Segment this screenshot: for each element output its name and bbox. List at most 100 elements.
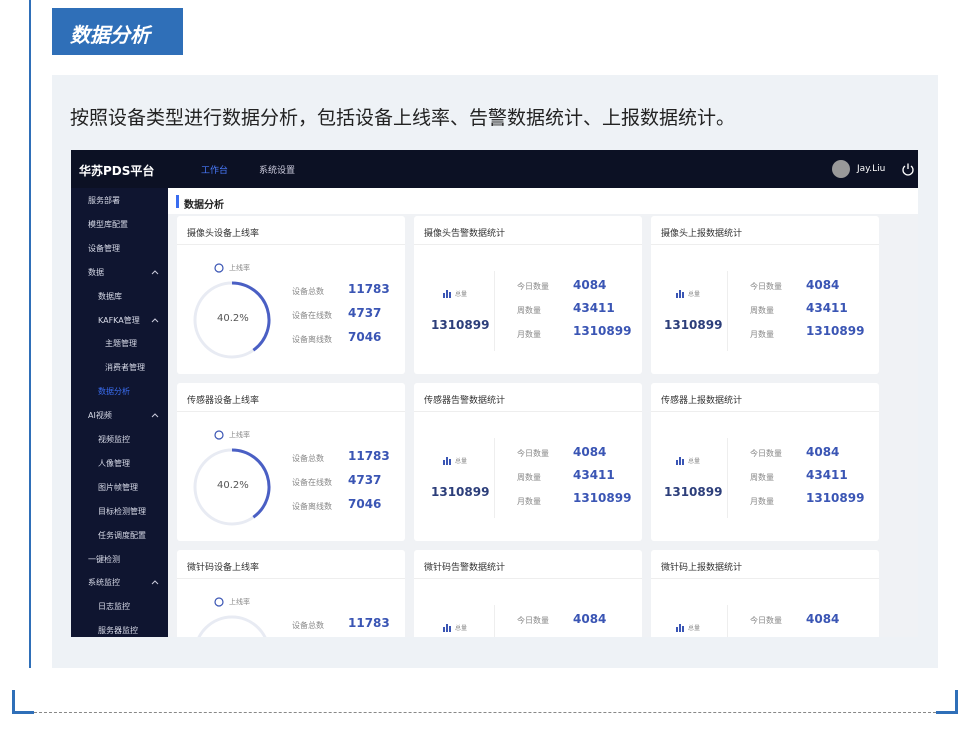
stat-label: 今日数量 [517, 616, 549, 625]
card-divider [651, 578, 879, 579]
menu-item[interactable]: 数据库 [98, 291, 122, 301]
total-value: 1310899 [431, 485, 490, 499]
card-title: 传感器告警数据统计 [424, 396, 506, 406]
stat-label: 今日数量 [750, 616, 782, 625]
total-label: 总量 [455, 625, 468, 632]
card: 微针码上报数据统计 总量 今日数量 4084 [651, 550, 879, 637]
stat-value: 4084 [806, 445, 840, 459]
chevron [151, 317, 159, 322]
bar-icon [443, 624, 451, 632]
title-accent [176, 195, 179, 208]
stat-value: 11783 [348, 616, 390, 630]
menu-item[interactable]: 模型库配置 [88, 219, 128, 229]
menu-item[interactable]: KAFKA管理 [98, 315, 140, 325]
menu-item[interactable]: 图片帧管理 [98, 482, 138, 492]
stat-value: 1310899 [573, 324, 632, 338]
stat-label: 月数量 [750, 330, 774, 339]
bar-icon [443, 457, 451, 465]
stat-value: 1310899 [806, 324, 865, 338]
stat-label: 周数量 [750, 306, 774, 315]
card: 摄像头上报数据统计 总量 1310899 今日数量 4084 周数量 43411 月数量 131… [651, 216, 879, 374]
nav-item[interactable]: 工作台 [201, 166, 229, 176]
card: 微针码设备上线率上线率设备总数 11783 [177, 550, 405, 637]
description: 按照设备类型进行数据分析，包括设备上线率、告警数据统计、上报数据统计。 [70, 107, 736, 129]
stat-value: 4084 [573, 445, 607, 459]
bar-icon [443, 290, 451, 298]
title-box: 数据分析 [52, 8, 183, 55]
stat-value: 43411 [573, 468, 615, 482]
gauge-arc [231, 281, 271, 352]
menu-item[interactable]: 视频监控 [98, 435, 130, 444]
total-label: 总量 [688, 291, 701, 298]
card-title: 微针码设备上线率 [187, 563, 260, 573]
menu-item[interactable]: 服务器监控 [98, 626, 138, 636]
card-title: 传感器上报数据统计 [661, 396, 743, 406]
menu-item[interactable]: 数据分析 [98, 387, 130, 397]
card-divider [177, 244, 405, 245]
stat-value: 1310899 [806, 491, 865, 505]
menu-item[interactable]: 目标检测管理 [98, 506, 146, 516]
card: 微针码告警数据统计 总量 今日数量 4084 [414, 550, 642, 637]
page-title: 数据分析 [184, 200, 224, 211]
stat-value: 7046 [348, 330, 382, 344]
vertical-divider [727, 271, 728, 351]
card-divider [414, 578, 642, 579]
chevron [151, 269, 159, 275]
menu-item[interactable]: 一键检测 [88, 554, 120, 564]
gauge-arc [231, 448, 271, 519]
menu-item[interactable]: 主题管理 [105, 339, 137, 349]
power-icon[interactable] [901, 162, 915, 176]
left-rule [29, 0, 31, 668]
gauge [193, 281, 271, 359]
total-value: 1310899 [664, 485, 723, 499]
card-divider [177, 578, 405, 579]
card-title: 传感器设备上线率 [187, 396, 260, 406]
nav-item[interactable]: 系统设置 [259, 166, 296, 176]
brand: 华苏PDS平台 [79, 164, 155, 178]
stat-value: 43411 [806, 468, 848, 482]
stat-label: 设备总数 [292, 454, 324, 463]
card-title: 摄像头上报数据统计 [661, 229, 743, 239]
menu-item[interactable]: 日志监控 [98, 602, 130, 612]
menu-item[interactable]: 设备管理 [88, 243, 120, 253]
menu-item[interactable]: 系统监控 [88, 578, 120, 588]
stat-label: 设备在线数 [292, 311, 332, 320]
user-name[interactable]: Jay.Liu [857, 164, 886, 174]
menu-item[interactable]: AI视频 [88, 411, 112, 421]
vertical-divider [727, 605, 728, 637]
menu-item[interactable]: 数据 [88, 267, 104, 277]
card-title: 微针码上报数据统计 [661, 563, 743, 573]
card: 传感器上报数据统计 总量 1310899 今日数量 4084 周数量 43411 月数量 131… [651, 383, 879, 541]
menu-item[interactable]: 人像管理 [98, 458, 130, 468]
card-divider [414, 411, 642, 412]
stat-value: 43411 [573, 301, 615, 315]
gauge [193, 448, 271, 526]
stat-label: 设备离线数 [292, 502, 332, 511]
vertical-divider [494, 605, 495, 637]
stat-label: 设备离线数 [292, 335, 332, 344]
avatar [832, 160, 850, 178]
dashed-rule [34, 712, 936, 713]
gauge [197, 615, 267, 637]
bar-icon [676, 290, 684, 298]
stat-label: 设备总数 [292, 621, 324, 630]
vertical-divider [727, 438, 728, 518]
legend-label: 上线率 [229, 598, 250, 606]
legend-icon [214, 430, 224, 440]
stat-label: 月数量 [517, 497, 541, 506]
top-bar: 华苏PDS平台 工作台 系统设置 Jay.Liu [71, 150, 918, 188]
stat-label: 今日数量 [750, 282, 782, 291]
menu-item[interactable]: 服务部署 [88, 196, 120, 205]
stat-label: 周数量 [750, 473, 774, 482]
card-divider [177, 411, 405, 412]
stat-value: 7046 [348, 497, 382, 511]
corner [936, 711, 958, 714]
stat-value: 4737 [348, 473, 382, 487]
stat-value: 11783 [348, 282, 390, 296]
card-title: 微针码告警数据统计 [424, 563, 506, 573]
vertical-divider [494, 271, 495, 351]
menu-item[interactable]: 消费者管理 [105, 363, 145, 373]
stat-label: 设备在线数 [292, 478, 332, 487]
menu-item[interactable]: 任务调度配置 [98, 530, 146, 540]
